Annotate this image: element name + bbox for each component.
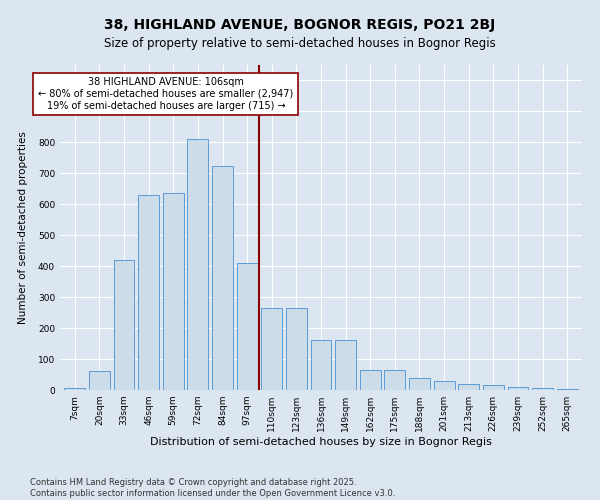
Bar [557, 389, 578, 390]
Bar [163, 194, 184, 390]
Bar [483, 386, 504, 390]
Bar [360, 370, 381, 390]
Bar [113, 260, 134, 390]
Y-axis label: Number of semi-detached properties: Number of semi-detached properties [18, 131, 28, 324]
X-axis label: Distribution of semi-detached houses by size in Bognor Regis: Distribution of semi-detached houses by … [150, 437, 492, 447]
Bar [385, 370, 406, 390]
Text: 38 HIGHLAND AVENUE: 106sqm
← 80% of semi-detached houses are smaller (2,947)
19%: 38 HIGHLAND AVENUE: 106sqm ← 80% of semi… [38, 78, 293, 110]
Bar [311, 340, 331, 390]
Bar [508, 387, 529, 390]
Text: Contains HM Land Registry data © Crown copyright and database right 2025.
Contai: Contains HM Land Registry data © Crown c… [30, 478, 395, 498]
Bar [64, 388, 85, 390]
Bar [335, 340, 356, 390]
Bar [409, 378, 430, 390]
Bar [187, 140, 208, 390]
Bar [138, 195, 159, 390]
Bar [212, 166, 233, 390]
Bar [434, 380, 455, 390]
Bar [532, 388, 553, 390]
Bar [261, 308, 282, 390]
Bar [236, 263, 257, 390]
Text: Size of property relative to semi-detached houses in Bognor Regis: Size of property relative to semi-detach… [104, 38, 496, 51]
Bar [286, 308, 307, 390]
Bar [458, 384, 479, 390]
Text: 38, HIGHLAND AVENUE, BOGNOR REGIS, PO21 2BJ: 38, HIGHLAND AVENUE, BOGNOR REGIS, PO21 … [104, 18, 496, 32]
Bar [89, 372, 110, 390]
